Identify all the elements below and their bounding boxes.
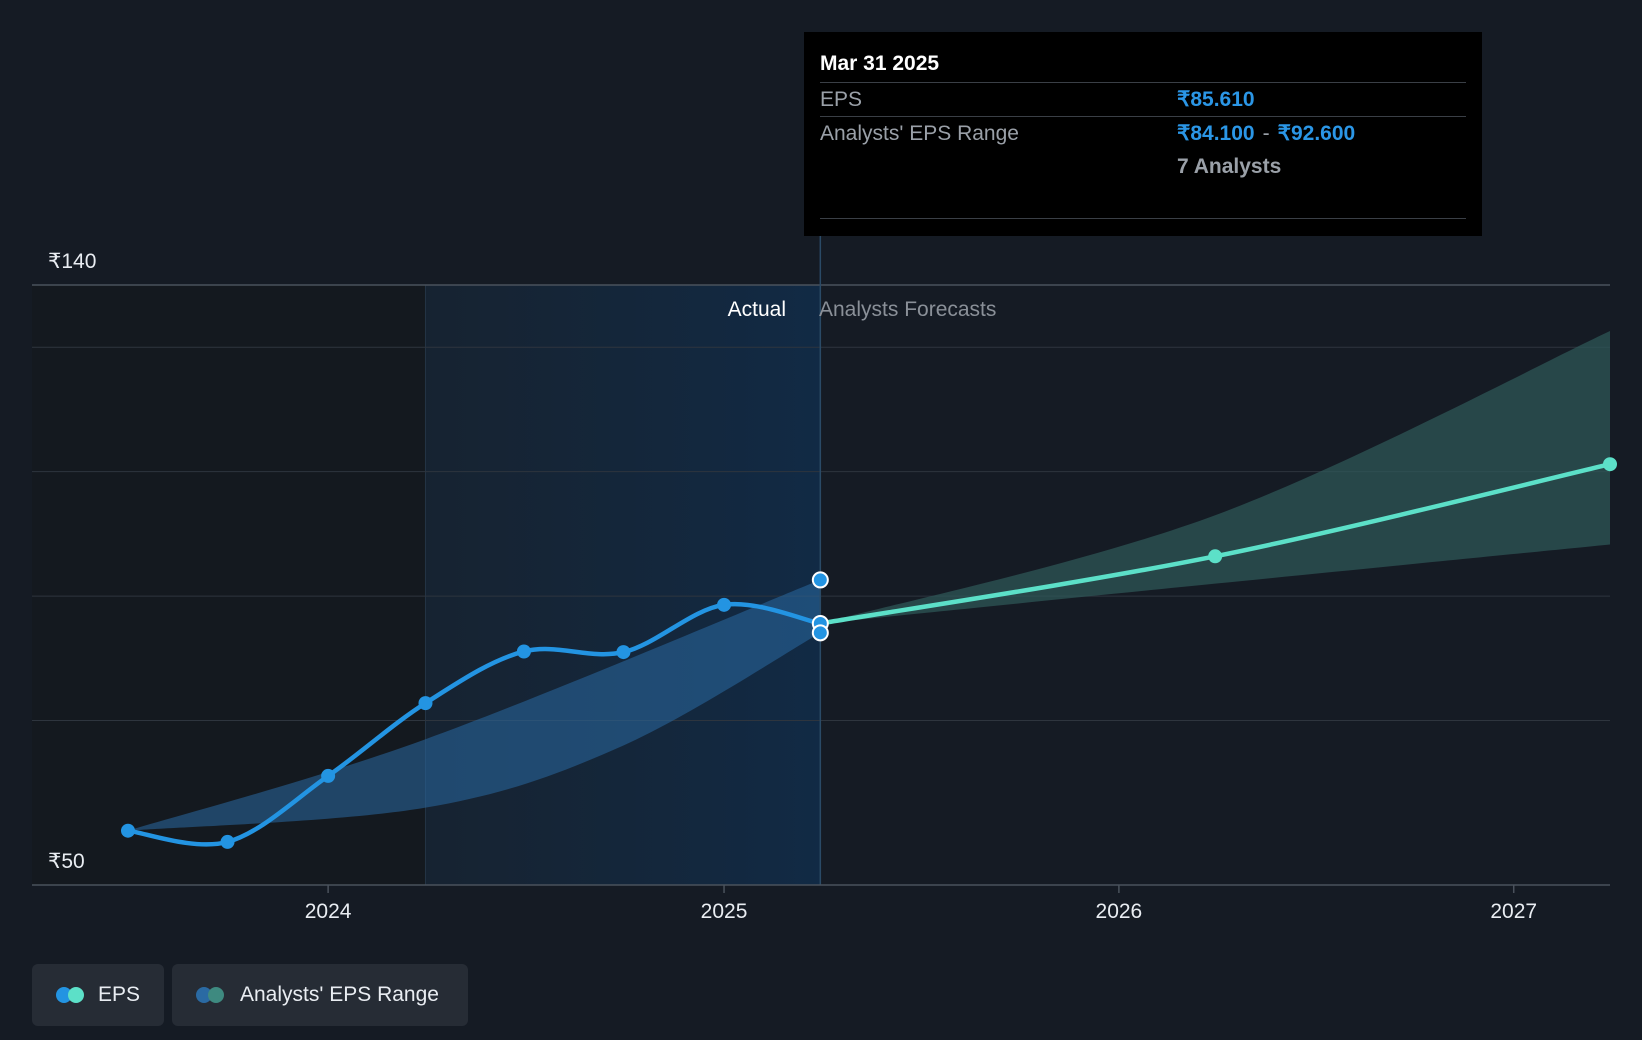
tooltip-eps-row: EPS ₹85.610 (820, 83, 1466, 117)
eps-point (1208, 549, 1223, 564)
tooltip-range-label: Analysts' EPS Range (820, 122, 1019, 145)
legend-range-label: Analysts' EPS Range (240, 983, 439, 1006)
x-tick-label: 2026 (1096, 900, 1143, 923)
eps-points (121, 457, 1617, 849)
y-label-top: ₹140 (48, 250, 96, 273)
range-legend-icon (196, 987, 226, 1003)
eps-line-actual (125, 601, 823, 847)
tooltip-range-sep: - (1262, 122, 1270, 145)
eps-point (418, 696, 433, 711)
range-band-forecast (820, 331, 1610, 624)
range-band-actual (128, 579, 821, 831)
forecast-section-label: Analysts Forecasts (819, 298, 996, 321)
tooltip-date: Mar 31 2025 (820, 50, 1466, 83)
eps-point (516, 644, 531, 659)
tooltip-range-high: ₹92.600 (1277, 122, 1356, 145)
tooltip: Mar 31 2025 EPS ₹85.610 Analysts' EPS Ra… (804, 32, 1482, 236)
actual-period-shade (32, 285, 821, 885)
x-axis: 2024 2025 2026 2027 (32, 884, 1610, 923)
legend-eps-label: EPS (97, 983, 140, 1006)
tooltip-eps-value: ₹85.610 (1177, 88, 1255, 111)
eps-point (321, 768, 336, 783)
eps-point (616, 645, 631, 660)
tooltip-range-low: ₹84.100 (1177, 122, 1255, 145)
actual-section-label: Actual (728, 298, 786, 321)
x-tick-label: 2024 (305, 900, 352, 923)
y-label-bottom: ₹50 (48, 850, 85, 873)
eps-point (1603, 457, 1617, 472)
tooltip-eps-label: EPS (820, 88, 863, 111)
tooltip-analysts: 7 Analysts (1177, 155, 1282, 178)
eps-point (717, 597, 732, 612)
x-tick-label: 2027 (1490, 900, 1537, 923)
tooltip-marker (811, 571, 829, 589)
tooltip-analysts-row: 7 Analysts (820, 150, 1466, 183)
range-bands (128, 331, 1610, 831)
legend-eps[interactable]: EPS (32, 964, 164, 1026)
tooltip-marker (811, 624, 829, 642)
tooltip-bottom-rule (820, 218, 1466, 219)
x-tick-label: 2025 (701, 900, 748, 923)
eps-legend-icon (56, 987, 84, 1003)
eps-point (220, 834, 235, 849)
eps-point (121, 823, 135, 838)
tooltip-range-row: Analysts' EPS Range ₹84.100 - ₹92.600 (820, 117, 1466, 150)
legend-range[interactable]: Analysts' EPS Range (172, 964, 468, 1026)
